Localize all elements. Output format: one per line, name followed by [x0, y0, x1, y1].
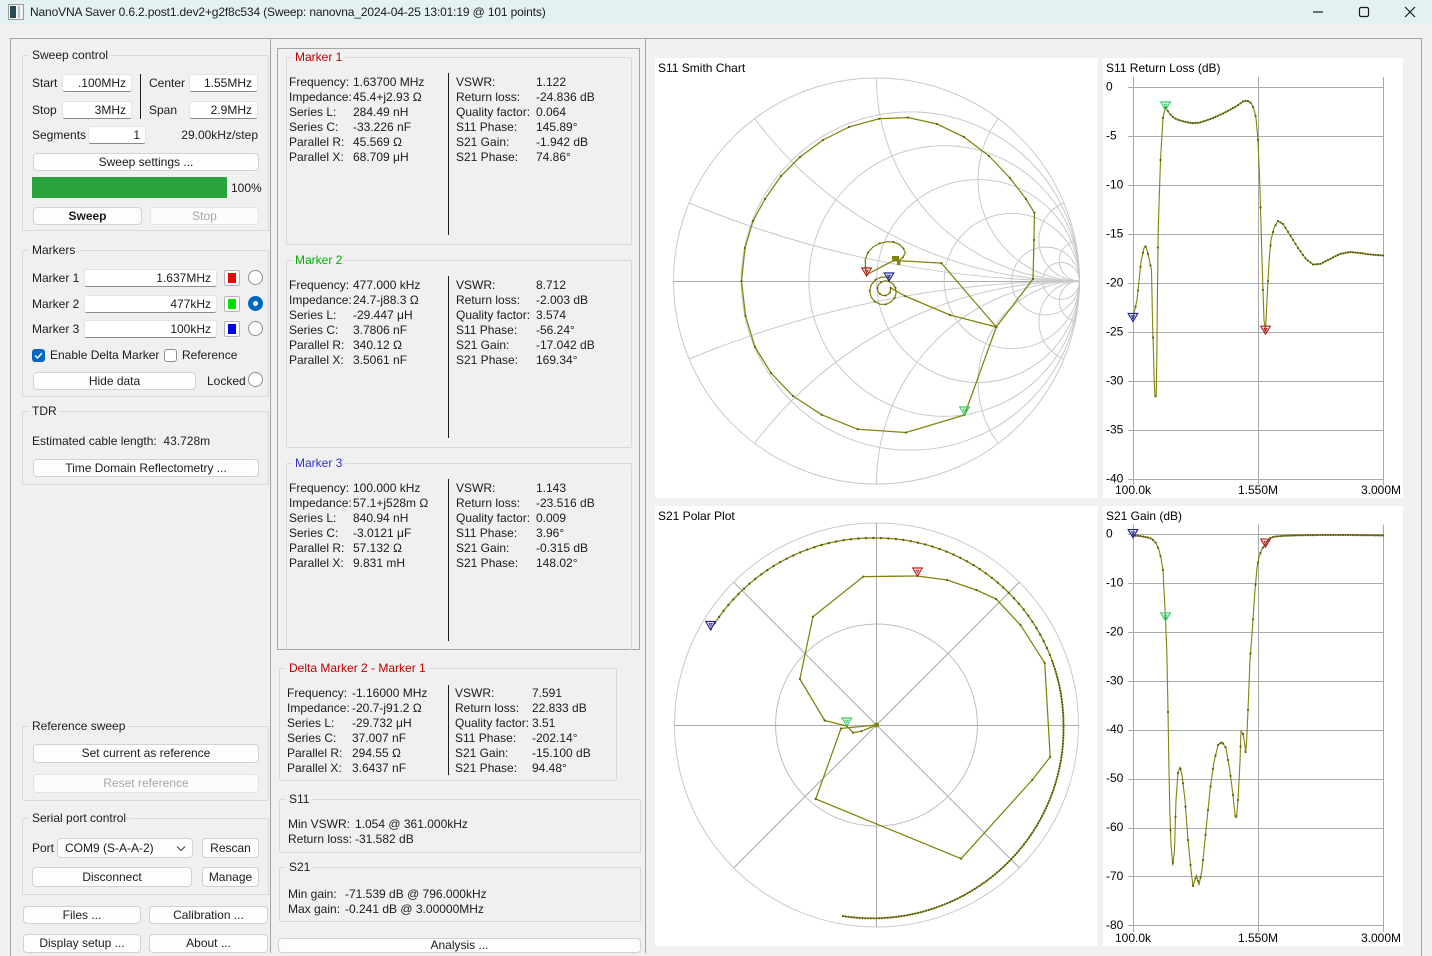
svg-text:-40: -40 [1106, 471, 1124, 485]
svg-text:-25: -25 [1106, 324, 1124, 338]
svg-text:S11 Return Loss (dB): S11 Return Loss (dB) [1106, 61, 1221, 75]
svg-text:-50: -50 [1106, 771, 1124, 785]
svg-text:-5: -5 [1106, 128, 1117, 142]
svg-text:-80: -80 [1106, 918, 1124, 932]
svg-text:0: 0 [1106, 79, 1113, 93]
svg-text:-40: -40 [1106, 722, 1124, 736]
svg-text:-15: -15 [1106, 226, 1124, 240]
svg-text:100.0k: 100.0k [1115, 931, 1152, 945]
svg-text:-10: -10 [1106, 177, 1124, 191]
svg-text:-70: -70 [1106, 869, 1124, 883]
svg-text:100.0k: 100.0k [1115, 483, 1152, 497]
svg-text:S21 Polar Plot: S21 Polar Plot [658, 509, 735, 523]
svg-text:3.000M: 3.000M [1361, 483, 1401, 497]
svg-text:3.000M: 3.000M [1361, 931, 1401, 945]
svg-text:1.550M: 1.550M [1238, 931, 1278, 945]
svg-text:0: 0 [1106, 527, 1113, 541]
svg-text:-30: -30 [1106, 673, 1124, 687]
svg-text:-10: -10 [1106, 576, 1124, 590]
svg-text:-30: -30 [1106, 373, 1124, 387]
svg-text:-60: -60 [1106, 820, 1124, 834]
svg-text:-20: -20 [1106, 275, 1124, 289]
svg-text:-20: -20 [1106, 624, 1124, 638]
svg-text:-35: -35 [1106, 422, 1124, 436]
svg-text:1.550M: 1.550M [1238, 483, 1278, 497]
svg-text:S11 Smith Chart: S11 Smith Chart [658, 61, 746, 75]
svg-text:S21 Gain (dB): S21 Gain (dB) [1106, 509, 1182, 523]
